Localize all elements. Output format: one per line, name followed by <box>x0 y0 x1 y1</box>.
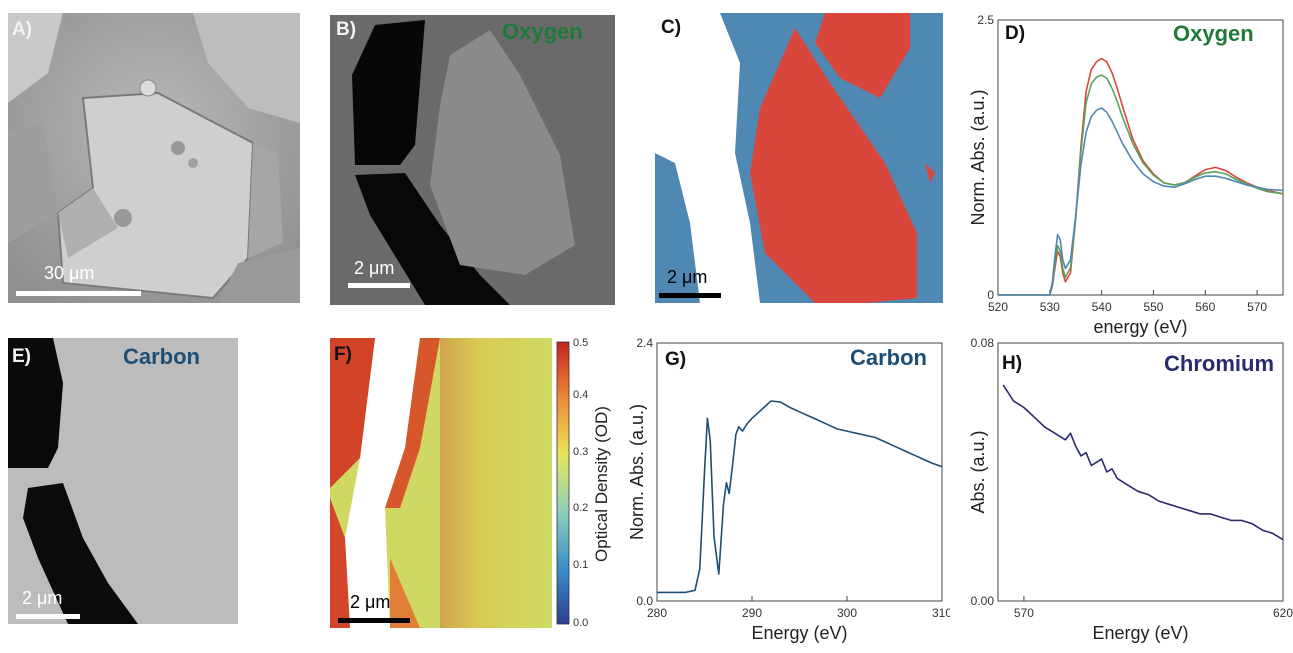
panel-h-element-label: Chromium <box>1164 351 1274 376</box>
x-tick-label: 310 <box>932 606 950 620</box>
panel-d-element-label: Oxygen <box>1173 21 1254 46</box>
panel-b-label: B) <box>336 19 357 40</box>
plot-frame <box>997 342 1284 602</box>
colorbar-tick: 0.0 <box>573 617 588 629</box>
y-tick-label: 0 <box>987 288 994 302</box>
panel-b-element-label: Oxygen <box>502 19 583 44</box>
panel-h-chromium-spectrum: 570 620 0.08 0.00 Energy (eV) Abs. (a.u.) H) … <box>950 335 1293 653</box>
series-line-d-1 <box>998 74 1284 296</box>
panel-f-colorbar: 0.5 0.4 0.3 0.2 0.1 0.0 Optical Density … <box>555 338 617 630</box>
panel-b-oxygen-map: B) Oxygen 2 μm <box>330 15 615 305</box>
cluster-map-drawing <box>655 13 943 303</box>
x-tick-label: 570 <box>1247 300 1267 314</box>
panel-a-sem-image: A) 30 μm <box>8 13 300 303</box>
panel-g-element-label: Carbon <box>850 345 927 370</box>
panel-a-scalebar <box>16 291 141 296</box>
panel-f-scalebar-label: 2 μm <box>350 592 391 612</box>
colorbar-tick: 0.2 <box>573 502 588 514</box>
panel-c-scalebar-label: 2 μm <box>667 267 708 287</box>
x-tick-label: 530 <box>1040 300 1060 314</box>
panel-c-label: C) <box>661 17 682 38</box>
chart-h-svg: 570 620 0.08 0.00 Energy (eV) Abs. (a.u.) <box>968 336 1293 643</box>
od-map-drawing <box>330 338 552 628</box>
panel-b-scalebar <box>348 283 410 288</box>
y-axis-label: Norm. Abs. (a.u.) <box>968 89 988 225</box>
y-tick-label: 0.00 <box>971 594 995 608</box>
colorbar-label: Optical Density (OD) <box>592 406 611 562</box>
panel-g-label: G) <box>665 349 687 370</box>
x-tick-label: 570 <box>1014 606 1034 620</box>
panel-e-element-label: Carbon <box>123 344 200 369</box>
panel-d-label: D) <box>1005 23 1026 44</box>
series-line-h-0 <box>1002 384 1284 541</box>
x-axis-label: energy (eV) <box>1093 317 1187 337</box>
panel-c-cluster-map: C) 2 μm <box>655 13 943 303</box>
panel-a-label: A) <box>12 19 33 40</box>
x-tick-label: 520 <box>988 300 1008 314</box>
x-axis-label: Energy (eV) <box>751 623 847 643</box>
colorbar-tick: 0.1 <box>573 559 588 571</box>
x-tick-label: 290 <box>742 606 762 620</box>
y-tick-label: 2.5 <box>977 13 994 27</box>
chart-d-svg: 520 530 540 550 560 570 2.5 0 energy (eV) Norm. A… <box>968 13 1284 337</box>
y-tick-label: 0.0 <box>636 594 653 608</box>
panel-e-scalebar <box>16 614 80 619</box>
panel-g-carbon-spectrum: 280 290 300 310 2.4 0.0 Energy (eV) Norm. Abs. … <box>615 335 950 653</box>
x-tick-label: 550 <box>1143 300 1163 314</box>
panel-c-scalebar <box>659 293 721 298</box>
series-line-g-0 <box>657 400 943 594</box>
y-axis-label: Abs. (a.u.) <box>968 430 988 513</box>
sem-crystal-drawing <box>8 13 300 303</box>
x-tick-label: 300 <box>837 606 857 620</box>
panel-e-scalebar-label: 2 μm <box>22 588 63 608</box>
y-tick-label: 0.08 <box>971 336 995 350</box>
chart-g-svg: 280 290 300 310 2.4 0.0 Energy (eV) Norm. Abs. … <box>627 336 950 643</box>
y-axis-label: Norm. Abs. (a.u.) <box>627 404 647 540</box>
colorbar-tick: 0.3 <box>573 446 588 458</box>
panel-f-label: F) <box>334 344 352 365</box>
x-axis-label: Energy (eV) <box>1092 623 1188 643</box>
x-tick-label: 560 <box>1195 300 1215 314</box>
x-tick-label: 540 <box>1092 300 1112 314</box>
panel-e-carbon-map: E) Carbon 2 μm <box>8 338 238 624</box>
panel-f-scalebar <box>338 618 410 623</box>
panel-d-oxygen-spectra: 520 530 540 550 560 570 2.5 0 energy (eV) Norm. A… <box>950 5 1290 340</box>
series-line-d-0 <box>998 57 1284 296</box>
plot-frame <box>997 19 1284 296</box>
panel-h-label: H) <box>1002 353 1023 374</box>
panel-e-label: E) <box>12 346 31 367</box>
panel-f-od-map: F) 2 μm <box>330 338 552 628</box>
colorbar-tick: 0.4 <box>573 389 588 401</box>
oxygen-map-drawing <box>330 15 615 305</box>
colorbar-tick: 0.5 <box>573 338 588 349</box>
y-tick-label: 2.4 <box>636 336 653 350</box>
panel-a-scalebar-label: 30 μm <box>44 263 95 283</box>
colorbar-svg: 0.5 0.4 0.3 0.2 0.1 0.0 Optical Density … <box>556 338 611 629</box>
x-tick-label: 620 <box>1273 606 1293 620</box>
series-line-d-2 <box>998 107 1284 296</box>
panel-b-scalebar-label: 2 μm <box>354 258 395 278</box>
carbon-map-drawing <box>8 338 238 624</box>
plot-frame <box>656 342 943 602</box>
x-tick-label: 280 <box>647 606 667 620</box>
